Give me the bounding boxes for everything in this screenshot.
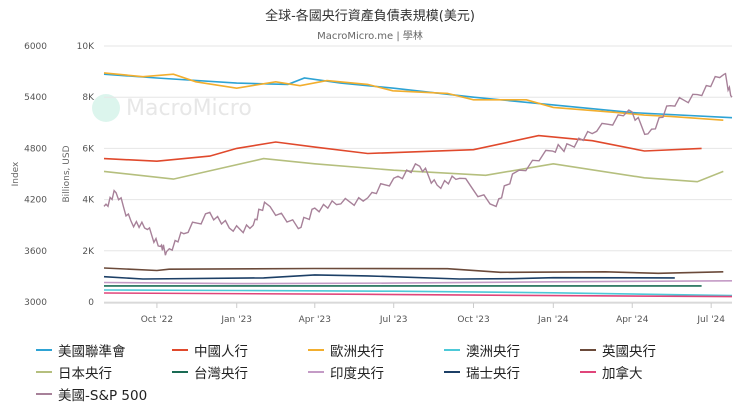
- x-tick-label: Apr '23: [299, 315, 331, 325]
- y-tick-usd: 2K: [82, 247, 95, 257]
- legend-item[interactable]: 印度央行: [308, 362, 444, 382]
- legend-label: 瑞士央行: [466, 366, 520, 382]
- y-tick-usd: 10K: [77, 42, 95, 52]
- series-line-7: [103, 280, 733, 285]
- y-tick-usd: 4K: [82, 196, 95, 206]
- legend-swatch: [308, 371, 324, 373]
- legend-swatch: [580, 371, 596, 373]
- x-tick-label: Apr '24: [616, 315, 649, 325]
- legend-label: 印度央行: [330, 366, 384, 382]
- x-tick-label: Jul '24: [696, 315, 725, 325]
- series-line-1: [103, 134, 702, 163]
- series-line-3: [103, 289, 733, 297]
- legend-label: 澳洲央行: [466, 344, 520, 360]
- legend: 美國聯準會 中國人行 歐洲央行 澳洲央行 英國央行日本央行 台灣央行 印度央行 瑞士央行 加拿大…: [36, 340, 736, 404]
- legend-swatch: [172, 349, 188, 351]
- x-tick-label: Jan '23: [220, 315, 252, 325]
- y-tick-index: 6000: [24, 42, 47, 52]
- y-tick-usd: 0: [88, 298, 94, 308]
- legend-swatch: [36, 349, 52, 351]
- y-axis-label-usd: Billions, USD: [62, 145, 72, 202]
- legend-item[interactable]: 澳洲央行: [444, 340, 580, 360]
- y-tick-index: 4200: [24, 196, 47, 206]
- series-line-5: [103, 157, 724, 183]
- series-line-10: [103, 72, 733, 256]
- x-tick-label: Oct '22: [141, 315, 173, 325]
- y-tick-index: 5400: [24, 93, 47, 103]
- legend-item[interactable]: 英國央行: [580, 340, 716, 360]
- series-line-2: [103, 72, 724, 121]
- legend-item[interactable]: 歐洲央行: [308, 340, 444, 360]
- legend-swatch: [444, 349, 460, 351]
- y-tick-index: 4800: [24, 144, 47, 154]
- series-line-0: [103, 73, 733, 119]
- legend-swatch: [580, 349, 596, 351]
- legend-swatch: [444, 371, 460, 373]
- legend-swatch: [172, 371, 188, 373]
- legend-swatch: [308, 349, 324, 351]
- legend-swatch: [36, 393, 52, 395]
- legend-item[interactable]: 中國人行: [172, 340, 308, 360]
- x-tick-label: Jul '23: [379, 315, 408, 325]
- legend-label: 美國聯準會: [58, 344, 126, 360]
- legend-label: 歐洲央行: [330, 344, 384, 360]
- chart-title: 全球-各國央行資產負債表規模(美元): [265, 9, 475, 24]
- legend-label: 中國人行: [194, 344, 248, 360]
- series-line-4: [103, 267, 724, 275]
- line-chart: 10K 6000 8K 5400 6K 4800 4K 4200 2K 3600 0 3000 Oct …: [11, 42, 733, 325]
- y-tick-usd: 8K: [82, 93, 95, 103]
- legend-item[interactable]: 台灣央行: [172, 362, 308, 382]
- legend-item[interactable]: 美國聯準會: [36, 340, 172, 360]
- y-tick-index: 3000: [24, 298, 47, 308]
- legend-item[interactable]: 瑞士央行: [444, 362, 580, 382]
- x-tick-label: Jan '24: [537, 315, 569, 325]
- legend-label: 日本央行: [58, 366, 112, 382]
- y-tick-usd: 6K: [82, 144, 95, 154]
- legend-label: 台灣央行: [194, 366, 248, 382]
- chart-subtitle: MacroMicro.me | 學林: [317, 31, 423, 42]
- y-tick-index: 3600: [24, 247, 47, 257]
- legend-item[interactable]: 加拿大: [580, 362, 716, 382]
- watermark-logo: MacroMicro: [92, 94, 252, 122]
- y-axis-label-index: Index: [11, 161, 21, 186]
- x-tick-label: Oct '23: [457, 315, 489, 325]
- legend-label: 加拿大: [602, 366, 643, 382]
- legend-swatch: [36, 371, 52, 373]
- legend-item[interactable]: 美國-S&P 500: [36, 384, 172, 404]
- legend-label: 英國央行: [602, 344, 656, 360]
- series-line-8: [103, 274, 675, 280]
- series-line-9: [103, 292, 733, 298]
- legend-item[interactable]: 日本央行: [36, 362, 172, 382]
- legend-label: 美國-S&P 500: [58, 388, 148, 404]
